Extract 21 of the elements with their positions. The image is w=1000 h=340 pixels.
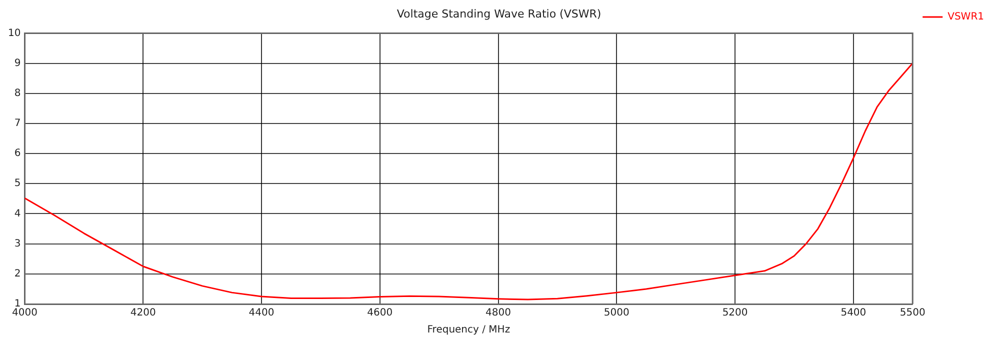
y-tick-label: 10	[8, 28, 21, 39]
y-tick-label: 3	[14, 238, 21, 250]
x-tick-label: 5400	[840, 308, 866, 319]
y-tick-label: 9	[14, 58, 21, 69]
y-tick-label: 7	[14, 118, 21, 130]
x-tick-label: 4600	[367, 308, 393, 319]
x-tick-label: 5500	[900, 308, 926, 319]
y-tick-label: 4	[14, 208, 21, 220]
legend-label: VSWR1	[948, 12, 984, 23]
x-tick-label: 4400	[248, 308, 274, 319]
x-tick-label: 4200	[130, 308, 156, 319]
x-tick-label: 4000	[12, 308, 38, 319]
x-axis-title: Frequency / MHz	[427, 324, 510, 336]
y-tick-label: 8	[14, 88, 21, 99]
y-tick-label: 2	[14, 268, 21, 280]
y-tick-label: 5	[14, 178, 21, 190]
y-tick-label: 6	[14, 148, 21, 160]
x-tick-label: 4800	[486, 308, 511, 319]
chart-title: Voltage Standing Wave Ratio (VSWR)	[396, 7, 602, 20]
x-tick-label: 5200	[722, 308, 748, 319]
x-tick-label: 5000	[604, 308, 630, 319]
